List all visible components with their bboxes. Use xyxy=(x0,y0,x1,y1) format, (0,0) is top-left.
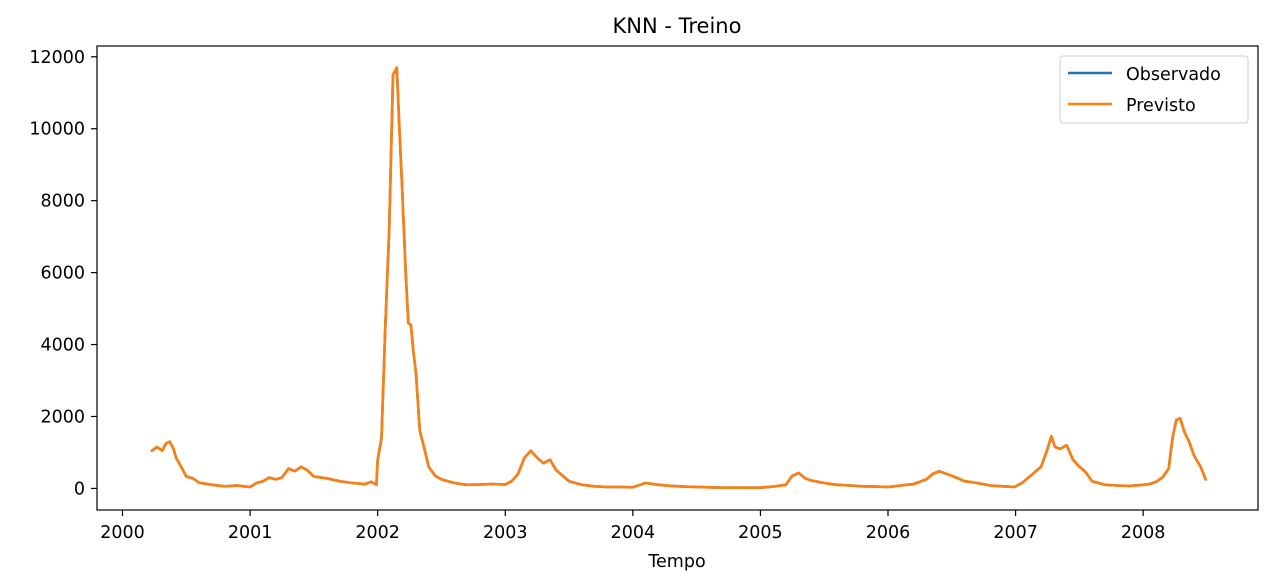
x-tick-label: 2007 xyxy=(993,523,1038,543)
x-axis-label: Tempo xyxy=(647,552,705,572)
x-tick-label: 2003 xyxy=(483,523,528,543)
y-tick-label: 4000 xyxy=(40,336,85,356)
y-tick-label: 8000 xyxy=(40,192,85,212)
y-tick-label: 6000 xyxy=(40,264,85,284)
x-tick-label: 2001 xyxy=(228,523,273,543)
series-line-previsto xyxy=(150,66,1207,490)
x-tick-label: 2004 xyxy=(611,523,656,543)
legend-label-observado: Observado xyxy=(1126,65,1221,85)
x-tick-label: 2000 xyxy=(100,523,145,543)
series-layer xyxy=(150,66,1207,490)
legend: Observado Previsto xyxy=(1059,55,1249,124)
x-tick-label: 2005 xyxy=(738,523,783,543)
x-tick-label: 2006 xyxy=(866,523,911,543)
series-line-observado xyxy=(150,66,1207,490)
x-axis: 2000 2001 2002 2003 2004 2005 2006 2007 2008 xyxy=(100,510,1165,543)
chart-title: KNN - Treino xyxy=(613,14,742,38)
y-axis: 0 2000 4000 6000 8000 10000 12000 xyxy=(29,48,97,499)
plot-frame xyxy=(96,45,1259,511)
y-tick-label: 10000 xyxy=(29,120,85,140)
x-tick-label: 2008 xyxy=(1121,523,1166,543)
legend-label-previsto: Previsto xyxy=(1126,96,1196,116)
y-tick-label: 0 xyxy=(74,479,85,499)
y-tick-label: 2000 xyxy=(40,407,85,427)
y-tick-label: 12000 xyxy=(29,48,85,68)
x-tick-label: 2002 xyxy=(355,523,400,543)
